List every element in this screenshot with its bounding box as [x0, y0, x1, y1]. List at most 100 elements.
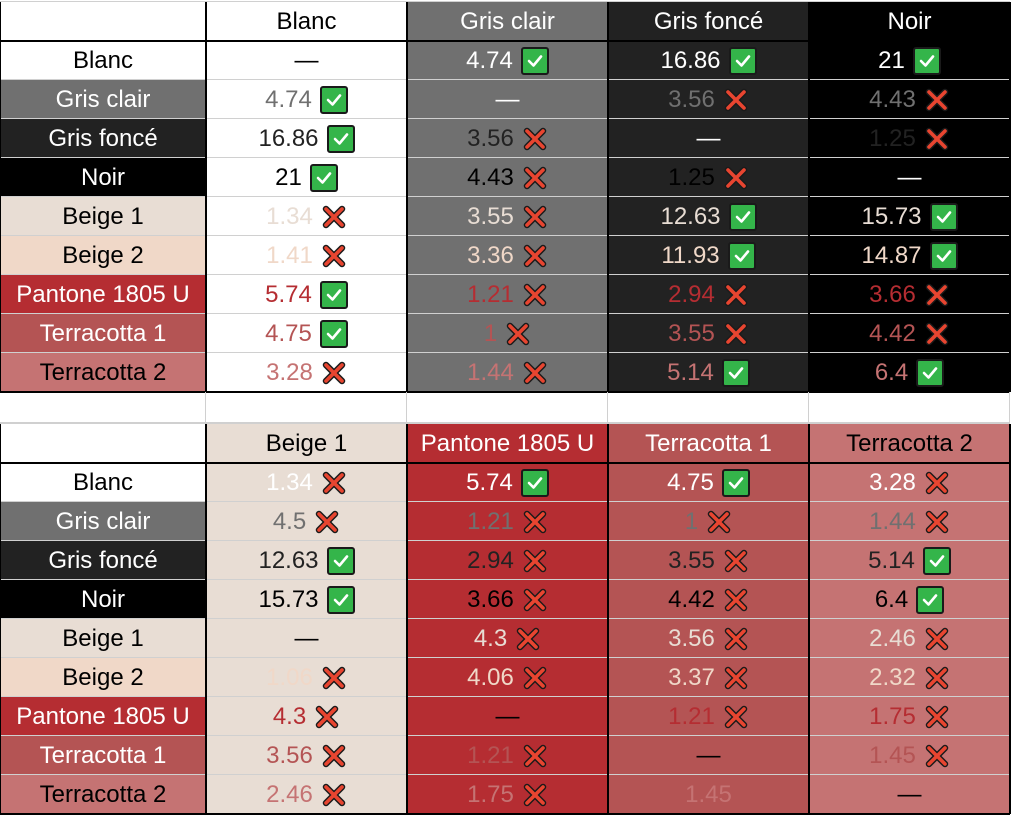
column-header-terracotta-2[interactable]: Terracotta 2 — [809, 424, 1010, 463]
contrast-cell[interactable]: 4.75 — [608, 463, 809, 502]
contrast-cell[interactable]: 3.28 — [206, 353, 407, 392]
contrast-cell[interactable]: 3.36 — [407, 236, 608, 275]
contrast-cell[interactable]: 16.86 — [206, 119, 407, 158]
empty-spacer-cell[interactable] — [809, 392, 1010, 423]
row-header-beige-2[interactable]: Beige 2 — [0, 658, 206, 697]
row-header-blanc[interactable]: Blanc — [0, 463, 206, 502]
row-header-pantone-1805-u[interactable]: Pantone 1805 U — [0, 275, 206, 314]
row-header-gris-foncé[interactable]: Gris foncé — [0, 541, 206, 580]
table2-corner-cell[interactable] — [0, 424, 206, 463]
empty-spacer-cell[interactable] — [206, 392, 407, 423]
contrast-cell[interactable]: 21 — [206, 158, 407, 197]
contrast-cell[interactable]: 4.43 — [407, 158, 608, 197]
contrast-cell[interactable]: 3.56 — [608, 619, 809, 658]
contrast-cell[interactable]: 4.43 — [809, 80, 1010, 119]
contrast-cell[interactable]: 3.37 — [608, 658, 809, 697]
contrast-cell[interactable]: 1.21 — [407, 275, 608, 314]
contrast-cell[interactable]: 3.66 — [407, 580, 608, 619]
contrast-cell[interactable]: 4.42 — [608, 580, 809, 619]
contrast-cell[interactable]: 11.93 — [608, 236, 809, 275]
row-header-gris-clair[interactable]: Gris clair — [0, 80, 206, 119]
contrast-cell[interactable]: 3.56 — [206, 736, 407, 775]
contrast-cell[interactable]: 1 — [608, 502, 809, 541]
contrast-cell[interactable]: 4.74 — [407, 41, 608, 80]
contrast-cell[interactable]: 3.28 — [809, 463, 1010, 502]
row-header-terracotta-2[interactable]: Terracotta 2 — [0, 775, 206, 814]
contrast-cell[interactable]: 2.46 — [206, 775, 407, 814]
row-header-terracotta-1[interactable]: Terracotta 1 — [0, 314, 206, 353]
contrast-cell[interactable]: 2.94 — [608, 275, 809, 314]
row-header-gris-foncé[interactable]: Gris foncé — [0, 119, 206, 158]
contrast-cell[interactable]: 3.56 — [608, 80, 809, 119]
contrast-cell[interactable]: 6.4 — [809, 580, 1010, 619]
contrast-cell[interactable]: 4.5 — [206, 502, 407, 541]
contrast-cell[interactable]: — — [407, 697, 608, 736]
contrast-cell[interactable]: 1.45 — [608, 775, 809, 814]
row-header-blanc[interactable]: Blanc — [0, 41, 206, 80]
contrast-cell[interactable]: — — [608, 119, 809, 158]
contrast-cell[interactable]: — — [608, 736, 809, 775]
contrast-cell[interactable]: — — [206, 41, 407, 80]
empty-spacer-cell[interactable] — [0, 392, 206, 423]
contrast-cell[interactable]: 16.86 — [608, 41, 809, 80]
contrast-cell[interactable]: 3.66 — [809, 275, 1010, 314]
row-header-beige-1[interactable]: Beige 1 — [0, 197, 206, 236]
contrast-cell[interactable]: 1 — [407, 314, 608, 353]
contrast-cell[interactable]: 1.21 — [407, 502, 608, 541]
column-header-pantone-1805-u[interactable]: Pantone 1805 U — [407, 424, 608, 463]
row-header-beige-2[interactable]: Beige 2 — [0, 236, 206, 275]
contrast-cell[interactable]: — — [407, 80, 608, 119]
contrast-cell[interactable]: — — [206, 619, 407, 658]
row-header-noir[interactable]: Noir — [0, 158, 206, 197]
contrast-cell[interactable]: 1.75 — [809, 697, 1010, 736]
contrast-cell[interactable]: 3.55 — [407, 197, 608, 236]
empty-spacer-cell[interactable] — [608, 392, 809, 423]
contrast-cell[interactable]: 4.3 — [407, 619, 608, 658]
column-header-blanc[interactable]: Blanc — [206, 2, 407, 41]
contrast-cell[interactable]: 2.32 — [809, 658, 1010, 697]
contrast-cell[interactable]: 3.56 — [407, 119, 608, 158]
contrast-cell[interactable]: 6.4 — [809, 353, 1010, 392]
contrast-cell[interactable]: 1.21 — [608, 697, 809, 736]
column-header-terracotta-1[interactable]: Terracotta 1 — [608, 424, 809, 463]
column-header-gris-clair[interactable]: Gris clair — [407, 2, 608, 41]
column-header-beige-1[interactable]: Beige 1 — [206, 424, 407, 463]
row-header-terracotta-1[interactable]: Terracotta 1 — [0, 736, 206, 775]
contrast-cell[interactable]: 4.42 — [809, 314, 1010, 353]
contrast-cell[interactable]: 4.06 — [407, 658, 608, 697]
contrast-cell[interactable]: 3.55 — [608, 541, 809, 580]
contrast-cell[interactable]: 4.3 — [206, 697, 407, 736]
contrast-cell[interactable]: 1.25 — [608, 158, 809, 197]
row-header-gris-clair[interactable]: Gris clair — [0, 502, 206, 541]
contrast-cell[interactable]: — — [809, 775, 1010, 814]
contrast-cell[interactable]: 5.74 — [407, 463, 608, 502]
contrast-cell[interactable]: 1.44 — [407, 353, 608, 392]
contrast-cell[interactable]: 1.44 — [809, 502, 1010, 541]
contrast-cell[interactable]: 12.63 — [206, 541, 407, 580]
contrast-cell[interactable]: 2.46 — [809, 619, 1010, 658]
contrast-cell[interactable]: 14.87 — [809, 236, 1010, 275]
contrast-cell[interactable]: 3.55 — [608, 314, 809, 353]
row-header-noir[interactable]: Noir — [0, 580, 206, 619]
contrast-cell[interactable]: 21 — [809, 41, 1010, 80]
row-header-terracotta-2[interactable]: Terracotta 2 — [0, 353, 206, 392]
contrast-cell[interactable]: — — [809, 158, 1010, 197]
contrast-cell[interactable]: 5.14 — [608, 353, 809, 392]
contrast-cell[interactable]: 1.45 — [809, 736, 1010, 775]
contrast-cell[interactable]: 4.74 — [206, 80, 407, 119]
contrast-cell[interactable]: 1.34 — [206, 463, 407, 502]
contrast-cell[interactable]: 15.73 — [809, 197, 1010, 236]
contrast-cell[interactable]: 1.34 — [206, 197, 407, 236]
contrast-cell[interactable]: 5.14 — [809, 541, 1010, 580]
contrast-cell[interactable]: 1.21 — [407, 736, 608, 775]
row-header-pantone-1805-u[interactable]: Pantone 1805 U — [0, 697, 206, 736]
contrast-cell[interactable]: 2.94 — [407, 541, 608, 580]
column-header-noir[interactable]: Noir — [809, 2, 1010, 41]
contrast-cell[interactable]: 1.06 — [206, 658, 407, 697]
empty-spacer-cell[interactable] — [407, 392, 608, 423]
contrast-cell[interactable]: 15.73 — [206, 580, 407, 619]
row-header-beige-1[interactable]: Beige 1 — [0, 619, 206, 658]
contrast-cell[interactable]: 1.41 — [206, 236, 407, 275]
table1-corner-cell[interactable] — [0, 2, 206, 41]
contrast-cell[interactable]: 4.75 — [206, 314, 407, 353]
